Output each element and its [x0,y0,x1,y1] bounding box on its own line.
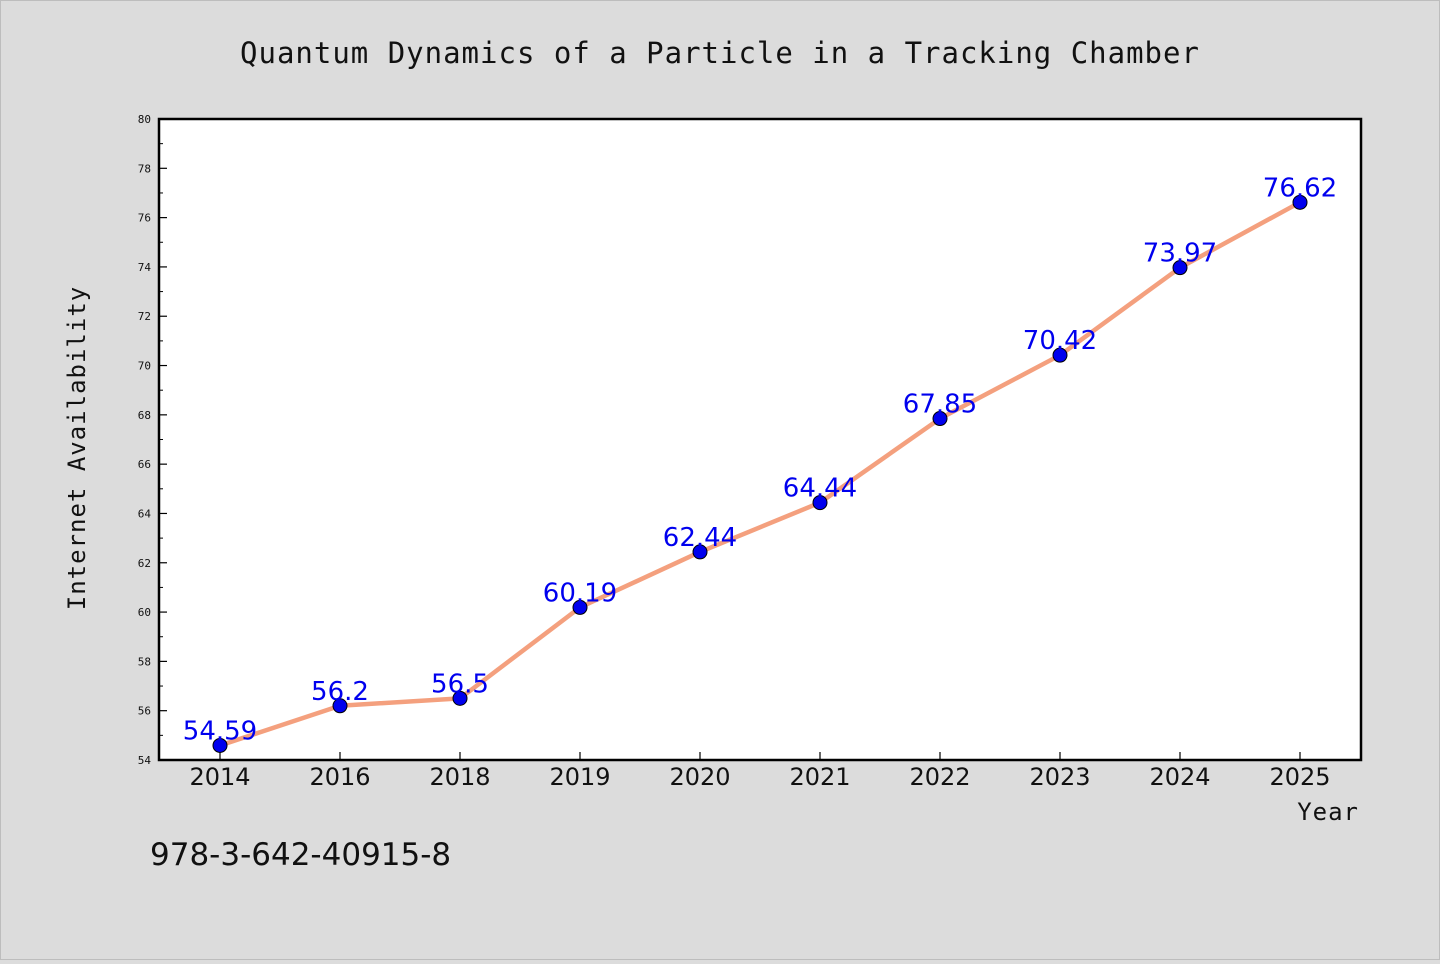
x-tick-label: 2014 [189,763,250,791]
y-tick-label: 68 [138,409,151,422]
y-tick-label: 56 [138,705,151,718]
x-axis: 2014 2016 2018 2019 2020 2021 2022 2023 2024 2025 [189,752,1331,791]
data-label: 62.44 [663,523,737,553]
data-label: 76.62 [1263,173,1337,203]
y-tick-label: 80 [138,113,151,126]
x-tick-label: 2021 [789,763,850,791]
y-tick-label: 62 [138,557,151,570]
series-line [217,200,1303,748]
x-tick-label: 2023 [1029,763,1090,791]
y-tick-label: 58 [138,655,151,668]
y-axis: 54 56 58 60 62 64 66 68 70 72 74 76 78 80 [138,113,167,767]
y-tick-label: 64 [138,507,152,520]
chart-title: Quantum Dynamics of a Particle in a Trac… [240,36,1200,70]
footnote-isbn: 978-3-642-40915-8 [150,837,451,873]
data-point [212,737,228,753]
x-tick-label: 2018 [429,763,490,791]
data-label: 60.19 [543,578,617,608]
data-point [692,544,708,560]
y-tick-label: 60 [138,606,151,619]
data-labels-layer: 54.59 56.2 56.5 60.19 62.44 64.44 67.85 70.42 73… [183,173,1337,746]
y-axis-label: Internet Availability [63,286,91,610]
x-tick-label: 2022 [909,763,970,791]
x-tick-label: 2025 [1269,763,1330,791]
data-label: 67.85 [903,390,977,420]
y-tick-label: 72 [138,310,151,323]
y-tick-label: 78 [138,162,151,175]
y-tick-label: 54 [138,754,152,767]
data-label: 64.44 [783,474,857,504]
plot-frame [157,117,1363,762]
data-label: 56.5 [431,669,489,699]
data-label: 70.42 [1023,326,1097,356]
y-tick-label: 66 [138,458,151,471]
data-point [1052,347,1068,363]
data-point [1172,260,1188,276]
x-tick-label: 2024 [1149,763,1210,791]
data-point [932,411,948,427]
series-layer [212,194,1308,753]
y-tick-label: 76 [138,212,151,225]
y-tick-label: 70 [138,360,151,373]
y-tick-label: 74 [138,261,152,274]
data-point [452,690,468,706]
x-axis-label: Year [1297,798,1359,826]
data-label: 56.2 [311,677,369,707]
data-point [572,599,588,615]
x-tick-label: 2020 [669,763,730,791]
data-label: 54.59 [183,716,257,746]
data-label: 73.97 [1143,239,1217,269]
x-tick-label: 2016 [309,763,370,791]
plot-area [159,119,1361,760]
x-tick-label: 2019 [549,763,610,791]
data-point [1292,194,1308,210]
data-point [332,698,348,714]
data-point [812,495,828,511]
